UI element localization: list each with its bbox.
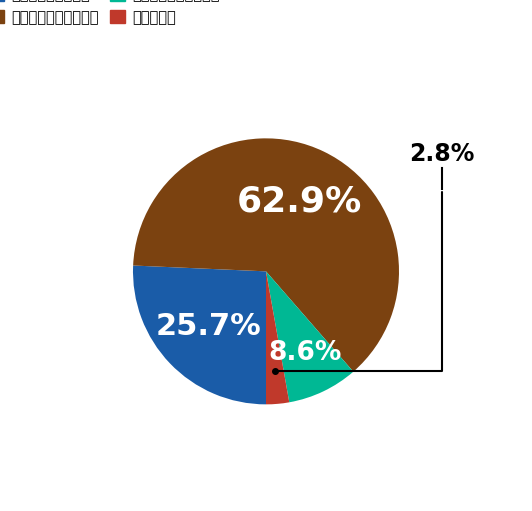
Text: 25.7%: 25.7% — [155, 312, 261, 341]
Text: 62.9%: 62.9% — [237, 185, 362, 219]
Wedge shape — [133, 266, 266, 404]
Legend: とても満足している, まあまあ満足している, あまり満足していない, 不満がある: とても満足している, まあまあ満足している, あまり満足していない, 不満がある — [0, 0, 225, 31]
Wedge shape — [266, 271, 289, 404]
Text: 2.8%: 2.8% — [409, 143, 474, 166]
Wedge shape — [266, 271, 353, 402]
Wedge shape — [133, 138, 399, 371]
Text: 8.6%: 8.6% — [268, 340, 342, 366]
